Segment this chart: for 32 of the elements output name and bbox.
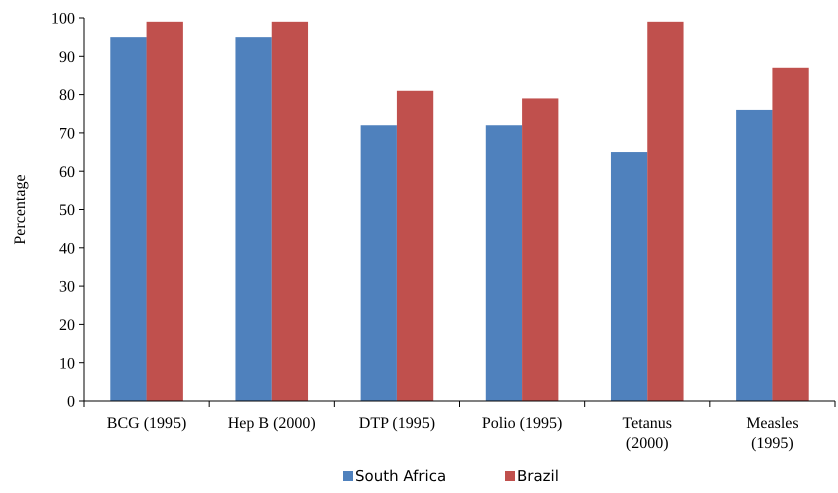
bar (396, 90, 434, 401)
x-tick-label: Hep B (2000) (228, 415, 316, 432)
y-tick-label: 50 (59, 202, 75, 220)
y-tick-label: 80 (59, 87, 75, 104)
bar (736, 110, 772, 401)
bar (486, 125, 522, 401)
bar (235, 37, 272, 401)
bar (272, 22, 308, 401)
bar (647, 22, 684, 401)
bar (110, 37, 147, 401)
y-tick-label: 70 (59, 126, 75, 142)
x-tick-label: Polio (1995) (482, 415, 562, 432)
x-tick-label: DTP (1995) (358, 415, 436, 432)
y-tick-label: 20 (59, 317, 75, 334)
y-tick-label: 60 (59, 164, 75, 181)
bar (522, 98, 558, 401)
x-tick-label: Measles (1995) (746, 415, 799, 452)
y-tick-label: 0 (67, 394, 75, 411)
x-tick-label: BCG (1995) (106, 415, 186, 432)
y-tick-label: 40 (59, 240, 75, 258)
bar (772, 68, 809, 401)
y-axis-title: Percentage (12, 174, 29, 245)
y-tick-label: 10 (59, 355, 75, 372)
y-tick-label: 90 (59, 48, 75, 66)
legend-label: South Africa (355, 467, 446, 485)
x-tick-label: Tetanus (2000) (622, 415, 672, 452)
legend-label: Brazil (517, 467, 559, 485)
y-tick-label: 30 (59, 278, 75, 296)
bar (610, 152, 648, 401)
bar (146, 22, 183, 401)
bar (360, 125, 397, 401)
y-tick-label: 100 (51, 10, 75, 28)
